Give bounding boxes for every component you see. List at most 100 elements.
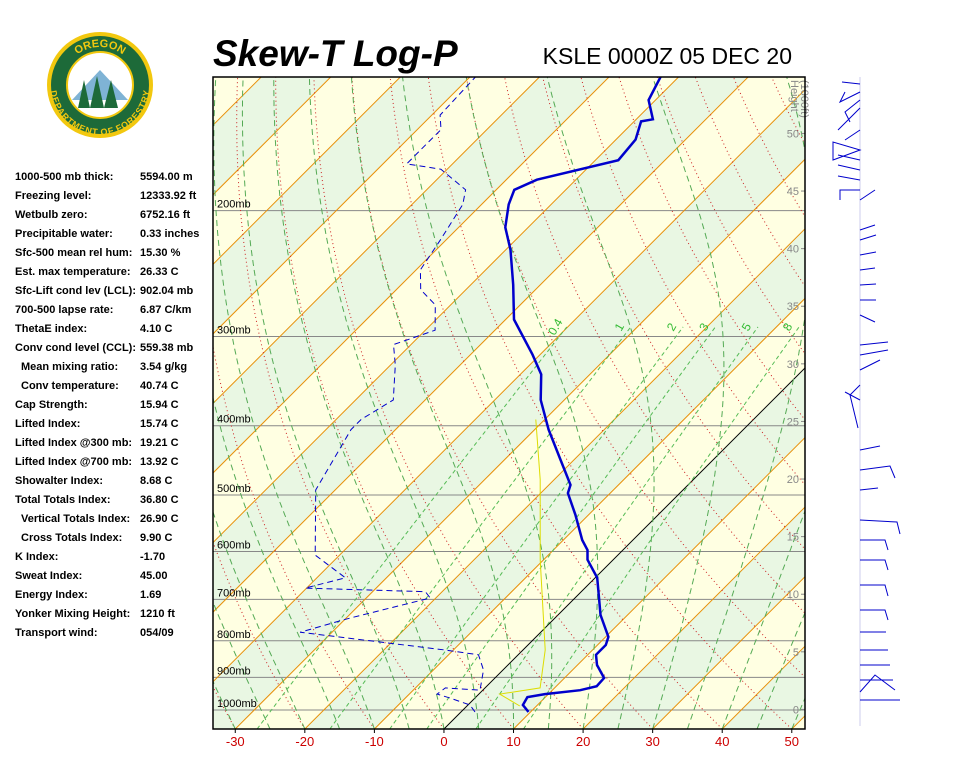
moist-adiabat bbox=[791, 696, 805, 729]
pressure-label: 800mb bbox=[217, 629, 251, 641]
logo-top: OREGON bbox=[72, 38, 127, 57]
index-value: 26.33 C bbox=[140, 266, 179, 278]
index-label: Sfc-500 mean rel hum: bbox=[15, 247, 132, 259]
isotherm bbox=[791, 715, 805, 729]
logo: OREGON DEPARTMENT OF FORESTRY bbox=[47, 32, 153, 138]
temperature-band bbox=[213, 77, 805, 682]
wind-barb bbox=[832, 141, 876, 201]
index-label: Est. max temperature: bbox=[15, 266, 131, 278]
isotherm bbox=[582, 506, 805, 729]
wind-barb bbox=[837, 81, 861, 141]
index-value: 36.80 C bbox=[140, 494, 179, 506]
isotherm bbox=[513, 436, 805, 729]
sounding-profile bbox=[299, 77, 485, 713]
index-label: Energy Index: bbox=[15, 589, 88, 601]
pressure-label: 700mb bbox=[217, 587, 251, 599]
index-value: 12333.92 ft bbox=[140, 190, 197, 202]
wind-barb bbox=[859, 224, 877, 323]
pressure-label: 1000mb bbox=[217, 698, 257, 710]
index-value: 45.00 bbox=[140, 570, 168, 582]
index-label: Yonker Mixing Height: bbox=[15, 608, 130, 620]
index-value: 3.54 g/kg bbox=[140, 361, 187, 373]
dry-adiabat bbox=[236, 77, 445, 729]
x-tick-label: 50 bbox=[785, 734, 799, 749]
x-tick-label: -10 bbox=[365, 734, 384, 749]
moist-adiabat bbox=[241, 77, 410, 729]
index-label: Wetbulb zero: bbox=[15, 209, 88, 221]
index-label: ThetaE index: bbox=[15, 323, 87, 335]
index-value: 15.94 C bbox=[140, 399, 179, 411]
index-label: Vertical Totals Index: bbox=[21, 513, 130, 525]
wind-barb bbox=[844, 341, 889, 429]
index-label: Lifted Index @300 mb: bbox=[15, 437, 132, 449]
index-label: Showalter Index: bbox=[15, 475, 103, 487]
index-value: 9.90 C bbox=[140, 532, 172, 544]
mixing-ratio-line bbox=[475, 326, 759, 729]
index-value: 0.33 inches bbox=[140, 228, 199, 240]
x-tick-label: 40 bbox=[715, 734, 729, 749]
moist-adiabat bbox=[213, 77, 375, 729]
index-value: 15.74 C bbox=[140, 418, 179, 430]
dry-adiabat bbox=[848, 77, 960, 729]
temperature-band bbox=[213, 89, 805, 729]
index-label: Cross Totals Index: bbox=[21, 532, 122, 544]
isotherm bbox=[213, 77, 332, 196]
x-tick-label: -20 bbox=[295, 734, 314, 749]
height-label: 35 bbox=[787, 301, 799, 313]
index-value: 559.38 mb bbox=[140, 342, 193, 354]
temperature-band bbox=[791, 715, 805, 729]
dry-adiabat bbox=[389, 77, 723, 729]
dry-adiabat bbox=[618, 77, 805, 421]
moist-adiabat bbox=[308, 77, 480, 729]
dry-adiabat bbox=[886, 77, 960, 729]
moist-adiabat bbox=[465, 77, 599, 729]
x-tick-label: 10 bbox=[506, 734, 520, 749]
isotherm bbox=[213, 77, 610, 474]
logo-trees bbox=[78, 76, 118, 108]
index-value: 6.87 C/km bbox=[140, 304, 192, 316]
height-label: 0 bbox=[793, 704, 799, 716]
index-label: Lifted Index: bbox=[15, 418, 80, 430]
x-tick-label: 0 bbox=[440, 734, 447, 749]
index-label: K Index: bbox=[15, 551, 58, 563]
index-value: 13.92 C bbox=[140, 456, 179, 468]
pressure-label: 500mb bbox=[217, 483, 251, 495]
index-value: -1.70 bbox=[140, 551, 165, 563]
wind-barbs bbox=[832, 77, 901, 726]
logo-text: OREGON bbox=[72, 38, 127, 57]
index-label: Precipitable water: bbox=[15, 228, 113, 240]
pressure-label: 200mb bbox=[217, 199, 251, 211]
isotherm bbox=[213, 77, 471, 335]
isotherm bbox=[443, 367, 805, 729]
wind-barb bbox=[859, 445, 896, 491]
indices-table: 1000-500 mb thick: 5594.00 m Freezing leve… bbox=[15, 171, 199, 639]
height-label: 45 bbox=[787, 186, 799, 198]
mixing-ratio-line bbox=[389, 326, 684, 729]
index-label: 700-500 lapse rate: bbox=[15, 304, 113, 316]
index-value: 054/09 bbox=[140, 627, 174, 639]
dry-adiabat bbox=[275, 77, 514, 729]
isotherm bbox=[374, 297, 805, 729]
moist-adiabat bbox=[273, 77, 445, 729]
dry-adiabat bbox=[351, 77, 654, 729]
dry-adiabat bbox=[924, 77, 960, 729]
moist-adiabat bbox=[686, 77, 805, 729]
pressure-label: 600mb bbox=[217, 540, 251, 552]
index-value: 15.30 % bbox=[140, 247, 181, 259]
chart-title: Skew-T Log-P bbox=[213, 33, 458, 74]
moist-adiabat bbox=[861, 77, 960, 729]
isotherm bbox=[213, 88, 805, 683]
wind-barb bbox=[859, 519, 901, 701]
isotherm bbox=[213, 77, 679, 544]
index-value: 1210 ft bbox=[140, 608, 175, 620]
pressure-label: 300mb bbox=[217, 324, 251, 336]
index-value: 40.74 C bbox=[140, 380, 179, 392]
index-label: Sweat Index: bbox=[15, 570, 82, 582]
isotherm bbox=[652, 575, 805, 729]
isotherm bbox=[234, 158, 805, 729]
index-value: 902.04 mb bbox=[140, 285, 193, 297]
index-label: 1000-500 mb thick: bbox=[15, 171, 113, 183]
height-label: 40 bbox=[787, 244, 799, 256]
height-label: 30 bbox=[787, 359, 799, 371]
